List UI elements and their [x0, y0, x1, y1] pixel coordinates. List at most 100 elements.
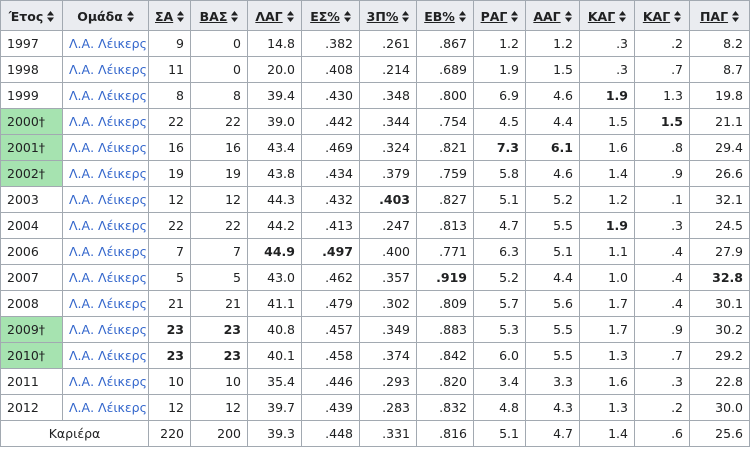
career-stat: 200 — [190, 420, 248, 447]
stat-cell: 0 — [190, 30, 248, 57]
column-label[interactable]: ΕΣ% — [310, 8, 340, 24]
year-cell: 1999 — [0, 82, 63, 109]
year-cell: 2012 — [0, 394, 63, 421]
stat-cell: .3 — [634, 368, 690, 395]
stat-cell: .442 — [301, 108, 360, 135]
column-label: Ομάδα — [77, 8, 123, 24]
stat-cell: 5.1 — [525, 238, 580, 265]
stat-cell: 3.4 — [473, 368, 526, 395]
team-link[interactable]: Λ.Α. Λέικερς — [69, 322, 147, 337]
sort-icon[interactable] — [126, 10, 134, 22]
stat-cell: 5.5 — [525, 212, 580, 239]
stat-cell: 1.9 — [579, 82, 635, 109]
stat-cell: 23 — [148, 316, 191, 343]
column-label[interactable]: ΛΑΓ — [255, 8, 283, 24]
stat-cell: 43.4 — [247, 134, 302, 161]
column-label[interactable]: ΒΑΣ — [199, 8, 228, 24]
stat-cell: 22 — [190, 212, 248, 239]
stat-cell: 4.7 — [473, 212, 526, 239]
stat-cell: .413 — [301, 212, 360, 239]
column-header: ΑΑΓ — [525, 0, 580, 31]
team-link[interactable]: Λ.Α. Λέικερς — [69, 348, 147, 363]
column-label[interactable]: ΑΑΓ — [533, 8, 561, 24]
stat-cell: 1.9 — [473, 56, 526, 83]
stat-cell: 20.0 — [247, 56, 302, 83]
team-link[interactable]: Λ.Α. Λέικερς — [69, 192, 147, 207]
stat-cell: .2 — [634, 394, 690, 421]
stat-cell: .374 — [359, 342, 417, 369]
stat-cell: .261 — [359, 30, 417, 57]
stat-cell: .2 — [634, 30, 690, 57]
season-row: 2000† Λ.Α. Λέικερς 22 22 39.0.442.344.754 4.5… — [0, 108, 750, 135]
sort-icon[interactable] — [674, 10, 682, 22]
team-link[interactable]: Λ.Α. Λέικερς — [69, 374, 147, 389]
column-label[interactable]: ΠΑΓ — [699, 8, 729, 24]
team-cell: Λ.Α. Λέικερς — [62, 212, 149, 239]
sort-icon[interactable] — [458, 10, 466, 22]
career-stat: 220 — [148, 420, 191, 447]
team-link[interactable]: Λ.Α. Λέικερς — [69, 88, 147, 103]
sort-icon[interactable] — [619, 10, 627, 22]
season-row: 2001† Λ.Α. Λέικερς 16 16 43.4.469.324.821 7.3… — [0, 134, 750, 161]
team-link[interactable]: Λ.Α. Λέικερς — [69, 270, 147, 285]
stat-cell: .813 — [416, 212, 474, 239]
stat-cell: 30.1 — [689, 290, 750, 317]
stat-cell: 5.6 — [525, 290, 580, 317]
sort-icon[interactable] — [343, 10, 351, 22]
sort-icon[interactable] — [402, 10, 410, 22]
stat-cell: 8 — [148, 82, 191, 109]
sort-icon[interactable] — [511, 10, 519, 22]
stat-cell: .3 — [579, 30, 635, 57]
column-label[interactable]: ΚΑΓ — [642, 8, 671, 24]
sort-icon[interactable] — [177, 10, 185, 22]
stat-cell: .689 — [416, 56, 474, 83]
stat-cell: .800 — [416, 82, 474, 109]
team-link[interactable]: Λ.Α. Λέικερς — [69, 166, 147, 181]
stat-cell: 39.0 — [247, 108, 302, 135]
stat-cell: 14.8 — [247, 30, 302, 57]
stat-cell: 7 — [190, 238, 248, 265]
team-link[interactable]: Λ.Α. Λέικερς — [69, 36, 147, 51]
sort-icon[interactable] — [286, 10, 294, 22]
stat-cell: .283 — [359, 394, 417, 421]
season-row: 2007 Λ.Α. Λέικερς 5 5 43.0.462.357.919 5.2 4.4… — [0, 264, 750, 291]
stat-cell: .400 — [359, 238, 417, 265]
stat-cell: .832 — [416, 394, 474, 421]
column-label[interactable]: ΚΑΓ — [587, 8, 616, 24]
team-link[interactable]: Λ.Α. Λέικερς — [69, 296, 147, 311]
team-link[interactable]: Λ.Α. Λέικερς — [69, 400, 147, 415]
sort-icon[interactable] — [564, 10, 572, 22]
stat-cell: .349 — [359, 316, 417, 343]
season-row: 2011 Λ.Α. Λέικερς 10 10 35.4.446.293.820 3.4 3… — [0, 368, 750, 395]
column-label[interactable]: ΣΑ — [155, 8, 174, 24]
team-link[interactable]: Λ.Α. Λέικερς — [69, 140, 147, 155]
year-cell: 1997 — [0, 30, 63, 57]
stat-cell: 5.5 — [525, 342, 580, 369]
sort-icon[interactable] — [47, 10, 55, 22]
stat-cell: 4.8 — [473, 394, 526, 421]
stat-cell: .883 — [416, 316, 474, 343]
career-stat: .331 — [359, 420, 417, 447]
header-row: Έτος Ομάδα ΣΑ ΒΑΣ ΛΑΓ ΕΣ% 3Π% ΕΒ% ΡΑΓ ΑΑΓ ΚΑΓ ΚΑΓ ΠΑ… — [0, 0, 750, 31]
stat-cell: 29.2 — [689, 342, 750, 369]
team-link[interactable]: Λ.Α. Λέικερς — [69, 62, 147, 77]
stat-cell: .3 — [579, 56, 635, 83]
stat-cell: 32.1 — [689, 186, 750, 213]
stat-cell: 1.2 — [473, 30, 526, 57]
season-row: 2004 Λ.Α. Λέικερς 22 22 44.2.413.247.813 4.7 5… — [0, 212, 750, 239]
team-link[interactable]: Λ.Α. Λέικερς — [69, 244, 147, 259]
column-label[interactable]: 3Π% — [366, 8, 399, 24]
sort-icon[interactable] — [732, 10, 740, 22]
team-link[interactable]: Λ.Α. Λέικερς — [69, 218, 147, 233]
column-label[interactable]: ΕΒ% — [424, 8, 455, 24]
year-cell: 2002† — [0, 160, 63, 187]
column-label[interactable]: ΡΑΓ — [480, 8, 508, 24]
sort-arrows — [231, 10, 239, 22]
stat-cell: .462 — [301, 264, 360, 291]
stat-cell: 5.7 — [473, 290, 526, 317]
sort-icon[interactable] — [231, 10, 239, 22]
year-cell: 2007 — [0, 264, 63, 291]
team-link[interactable]: Λ.Α. Λέικερς — [69, 114, 147, 129]
stat-cell: 16 — [190, 134, 248, 161]
stat-cell: 23 — [148, 342, 191, 369]
